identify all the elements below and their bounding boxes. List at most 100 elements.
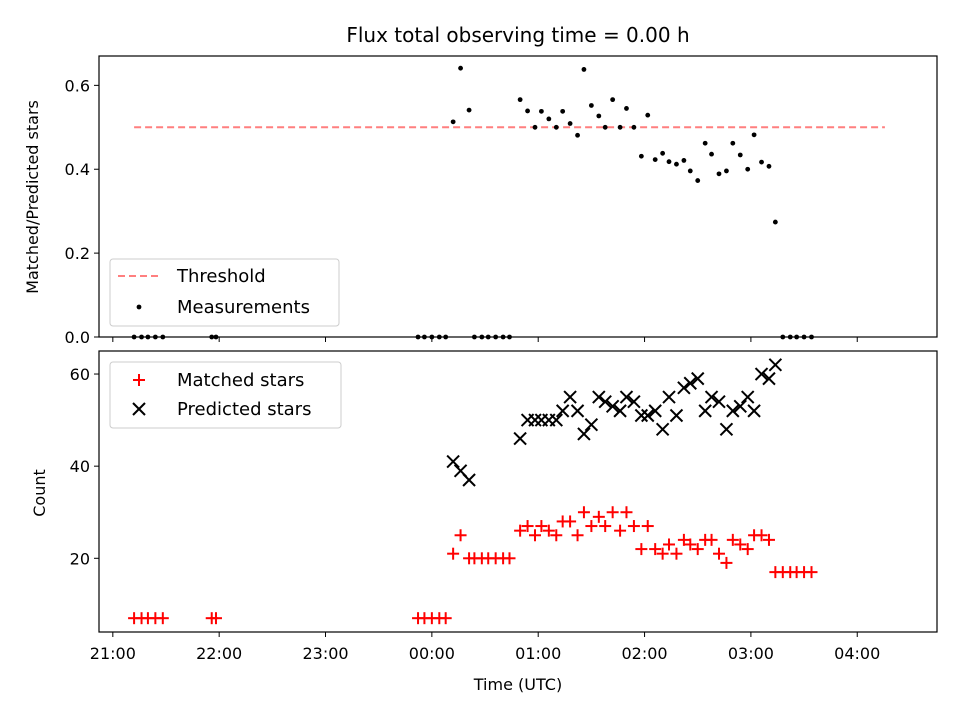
matched-star-point xyxy=(614,524,627,537)
matched-star-point xyxy=(805,566,818,579)
matched-star-point xyxy=(705,533,718,546)
matched-star-point xyxy=(670,547,683,560)
matched-star-point xyxy=(542,524,555,537)
predicted-star-point xyxy=(754,367,769,381)
measurement-point xyxy=(709,151,714,157)
matched-star-point xyxy=(627,520,640,533)
measurement-point xyxy=(588,103,594,108)
predicted-star-point xyxy=(768,358,783,372)
matched-star-point xyxy=(514,524,527,537)
matched-star-point xyxy=(712,547,725,560)
predicted-star-point xyxy=(677,381,691,395)
matched-star-point xyxy=(503,552,516,565)
bottom-axes-frame xyxy=(98,350,938,633)
matched-star-point xyxy=(454,529,467,542)
measurement-point xyxy=(546,116,552,122)
matched-star-point xyxy=(550,529,563,542)
top-y-tick-label: 0.4 xyxy=(65,160,90,179)
x-tick-label: 21:00 xyxy=(90,644,136,663)
measurement-point xyxy=(450,119,456,125)
matched-star-point xyxy=(762,533,775,546)
matched-star-point xyxy=(156,612,169,625)
measurement-point xyxy=(602,124,608,130)
x-tick-label: 00:00 xyxy=(409,644,455,663)
measurement-point xyxy=(631,124,637,130)
bottom-legend: Matched stars Predicted stars xyxy=(109,361,342,429)
measurement-point xyxy=(638,153,644,159)
measurement-point xyxy=(567,121,573,126)
predicted-star-point xyxy=(669,408,684,423)
predicted-star-point xyxy=(605,399,620,413)
x-tick-label: 03:00 xyxy=(728,644,774,663)
predicted-star-point xyxy=(598,394,612,409)
bottom-y-tick-label: 60 xyxy=(70,365,90,384)
measurement-point xyxy=(624,106,629,111)
predicted-star-point xyxy=(513,431,527,446)
matched-star-point xyxy=(592,510,605,523)
x-tick-label: 02:00 xyxy=(621,644,667,663)
predicted-star-point xyxy=(613,404,627,418)
measurement-point xyxy=(553,124,559,130)
top-axes-frame xyxy=(98,55,938,338)
matched-star-point xyxy=(755,529,768,542)
top-y-tick-label: 0.2 xyxy=(65,244,90,263)
matched-star-point xyxy=(577,506,590,519)
measurement-point xyxy=(687,168,693,174)
predicted-star-point xyxy=(691,371,705,386)
matched-star-point xyxy=(606,506,619,519)
measurement-point xyxy=(458,65,463,71)
x-tick-label: 01:00 xyxy=(515,644,561,663)
matched-star-point xyxy=(529,529,542,542)
measurement-point xyxy=(766,163,772,169)
measurement-point xyxy=(652,157,658,162)
matched-star-point xyxy=(209,612,222,625)
bottom-x-axis: 21:00 22:00 23:00 00:00 01:00 02:00 03:00 04:00 xyxy=(90,632,880,663)
predicted-star-point xyxy=(577,427,591,441)
matched-star-point xyxy=(720,556,733,569)
measurement-point xyxy=(702,140,708,146)
measurement-point xyxy=(660,150,666,156)
predicted-star-point xyxy=(747,404,761,418)
predicted-star-point xyxy=(704,390,719,404)
measurement-point xyxy=(724,168,729,174)
predicted-star-point xyxy=(740,390,755,404)
bottom-y-axis: 20 40 60 xyxy=(70,365,99,568)
measurement-point xyxy=(681,158,687,163)
matched-star-point xyxy=(734,538,747,551)
predicted-star-point xyxy=(662,390,676,404)
predicted-star-point xyxy=(549,413,563,427)
predicted-star-point xyxy=(592,390,606,404)
top-x-ticks xyxy=(112,337,858,342)
top-y-axis-label: Matched/Predicted stars xyxy=(23,100,42,294)
bottom-y-tick-label: 20 xyxy=(70,549,90,568)
predicted-star-point xyxy=(634,408,649,423)
predicted-star-point xyxy=(641,408,655,423)
top-y-tick-label: 0.0 xyxy=(65,328,90,347)
predicted-star-point xyxy=(563,390,577,404)
matched-star-point xyxy=(585,520,598,533)
measurement-point xyxy=(466,107,472,113)
matched-star-point xyxy=(677,533,690,546)
predicted-star-point xyxy=(712,394,726,409)
measurement-point xyxy=(759,159,764,165)
predicted-star-point xyxy=(627,394,641,409)
matched-star-point xyxy=(649,543,662,556)
predicted-star-point xyxy=(683,376,697,390)
x-tick-label: 23:00 xyxy=(302,644,348,663)
matched-star-point xyxy=(599,520,612,533)
matched-star-point xyxy=(641,520,654,533)
legend-matched-swatch xyxy=(133,374,145,386)
predicted-star-point xyxy=(648,404,662,418)
measurement-point xyxy=(737,152,743,158)
bottom-y-axis-label: Count xyxy=(30,469,49,517)
bottom-y-tick-label: 40 xyxy=(70,457,90,476)
measurement-point xyxy=(716,171,722,177)
bottom-legend-box xyxy=(109,361,342,429)
predicted-star-point xyxy=(555,404,570,418)
top-legend-box xyxy=(109,258,340,327)
matched-star-point xyxy=(741,543,754,556)
top-panel: 0.0 0.2 0.4 0.6 Matched/Predicted stars Thr… xyxy=(23,55,938,347)
legend-threshold-label: Threshold xyxy=(176,266,266,287)
x-tick-label: 04:00 xyxy=(834,644,880,663)
